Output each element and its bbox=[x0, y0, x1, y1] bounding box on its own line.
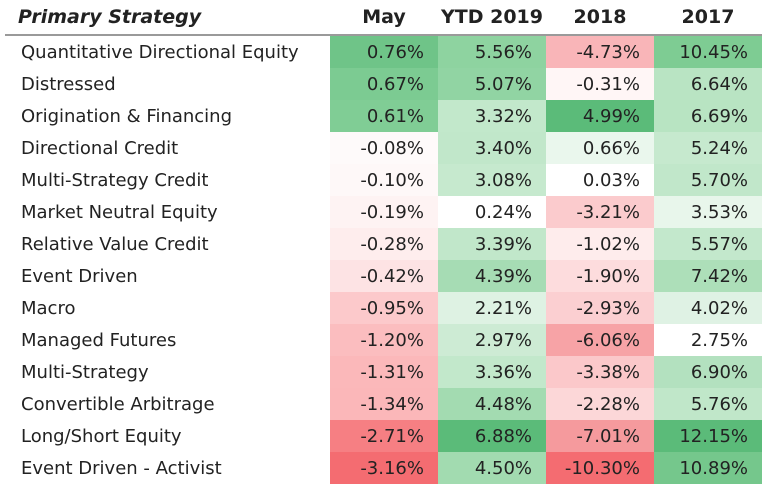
table-row: Quantitative Directional Equity 0.76% 5.56… bbox=[5, 35, 762, 68]
return-value-cell: 0.66% bbox=[546, 132, 654, 164]
return-value-cell: 10.89% bbox=[654, 452, 762, 484]
return-value-cell: 6.88% bbox=[438, 420, 546, 452]
strategy-name-cell: Directional Credit bbox=[21, 137, 179, 159]
return-value-cell: -6.06% bbox=[546, 324, 654, 356]
return-value-cell: 5.07% bbox=[438, 68, 546, 100]
return-value-cell: -4.73% bbox=[546, 35, 654, 68]
return-value-cell: 12.15% bbox=[654, 420, 762, 452]
return-value-cell: 5.24% bbox=[654, 132, 762, 164]
return-value-cell: 6.64% bbox=[654, 68, 762, 100]
return-value-cell: 0.67% bbox=[330, 68, 438, 100]
column-header-strategy: Primary Strategy bbox=[5, 0, 330, 36]
return-value-cell: 6.69% bbox=[654, 100, 762, 132]
return-value-cell: -0.31% bbox=[546, 68, 654, 100]
strategy-name-cell: Event Driven bbox=[21, 265, 138, 287]
strategy-name-cell: Multi-Strategy bbox=[21, 361, 149, 383]
return-value-cell: -1.90% bbox=[546, 260, 654, 292]
return-value-cell: -2.93% bbox=[546, 292, 654, 324]
return-value-cell: 4.48% bbox=[438, 388, 546, 420]
return-value-cell: -3.16% bbox=[330, 452, 438, 484]
return-value-cell: -0.28% bbox=[330, 228, 438, 260]
strategy-name-cell: Market Neutral Equity bbox=[21, 201, 218, 223]
return-value-cell: 0.03% bbox=[546, 164, 654, 196]
return-value-cell: 3.53% bbox=[654, 196, 762, 228]
return-value-cell: -1.34% bbox=[330, 388, 438, 420]
strategy-name-cell: Convertible Arbitrage bbox=[21, 393, 215, 415]
return-value-cell: -10.30% bbox=[546, 452, 654, 484]
strategy-name-cell: Multi-Strategy Credit bbox=[21, 169, 209, 191]
return-value-cell: 0.76% bbox=[330, 35, 438, 68]
return-value-cell: 3.36% bbox=[438, 356, 546, 388]
table-row: Event Driven - Activist -3.16% 4.50% -10.30… bbox=[5, 452, 762, 484]
return-value-cell: -2.28% bbox=[546, 388, 654, 420]
column-header-may: May bbox=[330, 0, 438, 36]
table-row: Relative Value Credit -0.28% 3.39% -1.02% 5.… bbox=[5, 228, 762, 260]
table-row: Multi-Strategy Credit -0.10% 3.08% 0.03% 5.7… bbox=[5, 164, 762, 196]
table-row: Event Driven -0.42% 4.39% -1.90% 7.42% bbox=[5, 260, 762, 292]
return-value-cell: -0.42% bbox=[330, 260, 438, 292]
strategy-name-cell: Long/Short Equity bbox=[21, 425, 182, 447]
return-value-cell: -7.01% bbox=[546, 420, 654, 452]
strategy-name-cell: Quantitative Directional Equity bbox=[21, 41, 299, 63]
return-value-cell: 5.70% bbox=[654, 164, 762, 196]
header-row: Primary Strategy May YTD 2019 2018 2017 bbox=[5, 0, 762, 36]
return-value-cell: 0.61% bbox=[330, 100, 438, 132]
return-value-cell: 2.21% bbox=[438, 292, 546, 324]
strategy-name-cell: Distressed bbox=[21, 73, 116, 95]
strategy-name-cell: Macro bbox=[21, 297, 76, 319]
table-row: Long/Short Equity -2.71% 6.88% -7.01% 12.15% bbox=[5, 420, 762, 452]
table-row: Directional Credit -0.08% 3.40% 0.66% 5.24% bbox=[5, 132, 762, 164]
table-row: Distressed 0.67% 5.07% -0.31% 6.64% bbox=[5, 68, 762, 100]
return-value-cell: 6.90% bbox=[654, 356, 762, 388]
strategy-name-cell: Managed Futures bbox=[21, 329, 177, 351]
table-row: Origination & Financing 0.61% 3.32% 4.99% 6.… bbox=[5, 100, 762, 132]
return-value-cell: 5.56% bbox=[438, 35, 546, 68]
return-value-cell: 0.24% bbox=[438, 196, 546, 228]
return-value-cell: 2.75% bbox=[654, 324, 762, 356]
table-row: Macro -0.95% 2.21% -2.93% 4.02% bbox=[5, 292, 762, 324]
column-header-ytd-2019: YTD 2019 bbox=[438, 0, 546, 36]
return-value-cell: -0.10% bbox=[330, 164, 438, 196]
return-value-cell: 3.40% bbox=[438, 132, 546, 164]
strategy-name-cell: Origination & Financing bbox=[21, 105, 233, 127]
return-value-cell: 2.97% bbox=[438, 324, 546, 356]
table-row: Multi-Strategy -1.31% 3.36% -3.38% 6.90% bbox=[5, 356, 762, 388]
strategy-returns-table: Primary Strategy May YTD 2019 2018 2017 … bbox=[5, 0, 762, 484]
return-value-cell: 3.39% bbox=[438, 228, 546, 260]
strategy-name-cell: Relative Value Credit bbox=[21, 233, 209, 255]
table-row: Market Neutral Equity -0.19% 0.24% -3.21% 3.… bbox=[5, 196, 762, 228]
return-value-cell: -1.20% bbox=[330, 324, 438, 356]
return-value-cell: -2.71% bbox=[330, 420, 438, 452]
return-value-cell: 4.02% bbox=[654, 292, 762, 324]
return-value-cell: -0.95% bbox=[330, 292, 438, 324]
return-value-cell: 7.42% bbox=[654, 260, 762, 292]
return-value-cell: -0.08% bbox=[330, 132, 438, 164]
return-value-cell: 10.45% bbox=[654, 35, 762, 68]
return-value-cell: 3.32% bbox=[438, 100, 546, 132]
return-value-cell: 4.99% bbox=[546, 100, 654, 132]
return-value-cell: 5.57% bbox=[654, 228, 762, 260]
return-value-cell: -1.02% bbox=[546, 228, 654, 260]
return-value-cell: -3.21% bbox=[546, 196, 654, 228]
return-value-cell: 4.50% bbox=[438, 452, 546, 484]
table-row: Managed Futures -1.20% 2.97% -6.06% 2.75% bbox=[5, 324, 762, 356]
strategy-name-cell: Event Driven - Activist bbox=[21, 457, 222, 479]
return-value-cell: 3.08% bbox=[438, 164, 546, 196]
column-header-2018: 2018 bbox=[546, 0, 654, 36]
return-value-cell: -0.19% bbox=[330, 196, 438, 228]
return-value-cell: -3.38% bbox=[546, 356, 654, 388]
return-value-cell: -1.31% bbox=[330, 356, 438, 388]
table-body: Quantitative Directional Equity 0.76% 5.56… bbox=[5, 35, 762, 484]
return-value-cell: 4.39% bbox=[438, 260, 546, 292]
table-row: Convertible Arbitrage -1.34% 4.48% -2.28% 5.… bbox=[5, 388, 762, 420]
return-value-cell: 5.76% bbox=[654, 388, 762, 420]
column-header-2017: 2017 bbox=[654, 0, 762, 36]
